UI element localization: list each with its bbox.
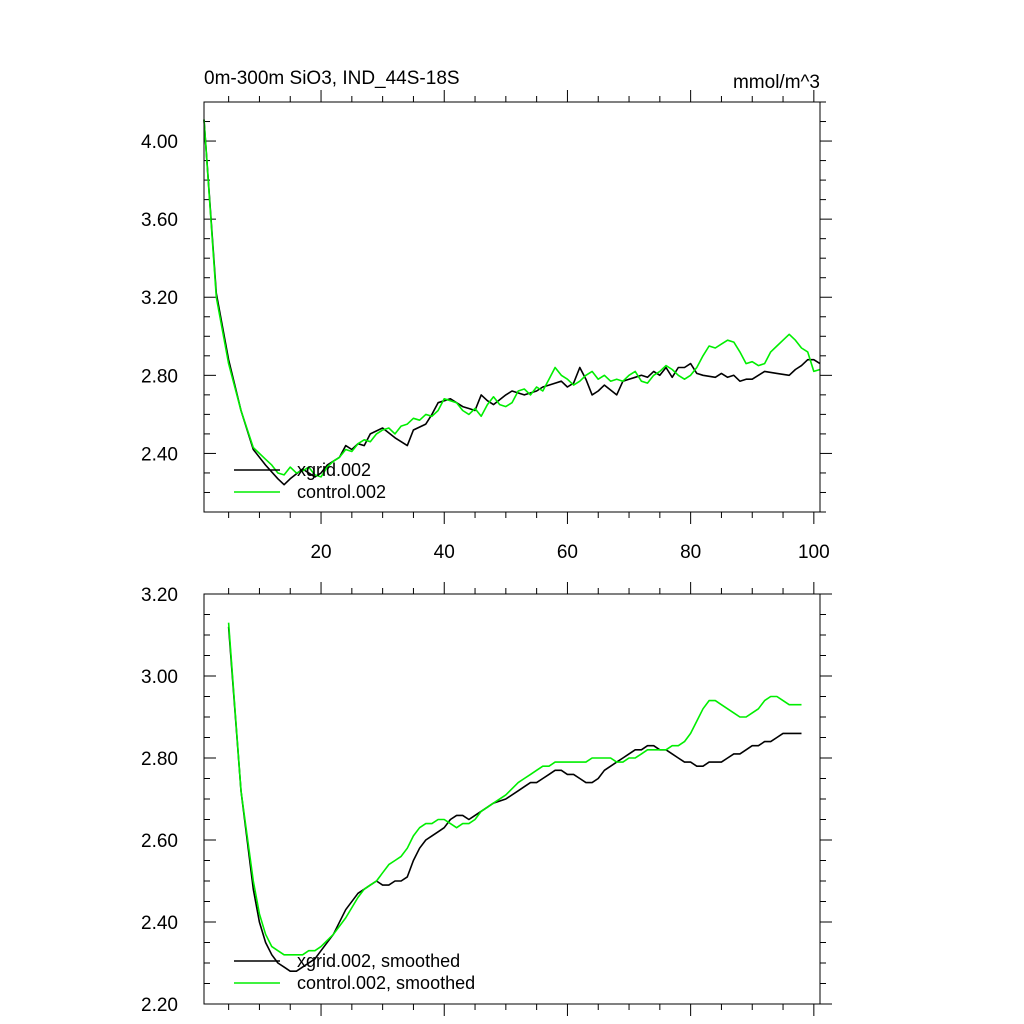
y-tick-label: 2.40	[141, 444, 178, 465]
y-tick-label: 3.20	[141, 585, 178, 606]
x-tick-label: 40	[434, 542, 455, 563]
y-tick-label: 3.60	[141, 210, 178, 231]
top-series	[203, 119, 821, 486]
top-ticks: 2.40 2.80 3.20 3.60 4.00 20 40 60 80 100	[141, 90, 832, 563]
chart-title: 0m-300m SiO3, IND_44S-18S	[204, 68, 460, 89]
y-tick-label: 4.00	[141, 132, 178, 153]
legend-label-xgrid-smoothed: xgrid.002, smoothed	[297, 951, 460, 971]
top-legend: xgrid.002 control.002	[234, 460, 386, 502]
legend-label-control-smoothed: control.002, smoothed	[297, 973, 475, 993]
top-panel: 0m-300m SiO3, IND_44S-18S mmol/m^3 2.402…	[141, 68, 832, 563]
y-tick-label: 2.60	[141, 831, 178, 852]
y-tick-label: 2.80	[141, 366, 178, 387]
legend-label-control: control.002	[297, 482, 386, 502]
legend-label-xgrid: xgrid.002	[297, 460, 371, 480]
series-line-xgrid-002	[203, 119, 821, 486]
y-tick-label: 2.20	[141, 995, 178, 1016]
bottom-ticks: 2.20 2.40 2.60 2.80 3.00 3.20	[141, 582, 832, 1016]
y-tick-label: 3.20	[141, 288, 178, 309]
x-tick-label: 100	[798, 542, 830, 563]
bottom-series	[227, 622, 802, 973]
bottom-plot-frame	[203, 593, 821, 1005]
series-line-xgrid-002-smoothed	[227, 626, 802, 973]
series-line-control-002	[203, 119, 821, 478]
series-line-control-002-smoothed	[227, 622, 802, 956]
y-tick-label: 2.40	[141, 913, 178, 934]
y-tick-label: 2.80	[141, 749, 178, 770]
top-plot-frame	[203, 101, 821, 513]
x-tick-label: 60	[557, 542, 578, 563]
x-tick-label: 20	[310, 542, 331, 563]
x-tick-label: 80	[680, 542, 701, 563]
units-label: mmol/m^3	[733, 72, 820, 93]
y-tick-label: 3.00	[141, 667, 178, 688]
bottom-panel: 2.20 2.40 2.60 2.80 3.00 3.20 xgrid.002, smoo…	[141, 582, 832, 1016]
bottom-legend: xgrid.002, smoothed control.002, smoothe…	[234, 951, 475, 993]
